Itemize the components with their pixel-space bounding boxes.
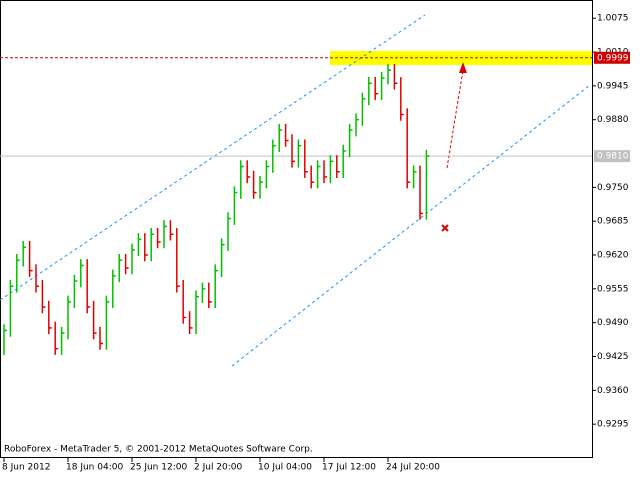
- x-tick-label: 17 Jul 12:00: [322, 463, 376, 473]
- y-tick-label: 0.9750: [597, 183, 629, 193]
- price-label: 0.9810: [597, 152, 629, 162]
- price-label-box: [594, 150, 630, 163]
- y-tick-label: 0.9945: [597, 81, 629, 91]
- y-tick-label: 0.9685: [597, 217, 629, 227]
- y-tick-label: 1.0075: [597, 14, 629, 24]
- y-tick-label: 0.9425: [597, 352, 629, 362]
- channel-lower: [231, 84, 591, 367]
- channel-upper: [0, 14, 426, 301]
- x-tick-label: 24 Jul 20:00: [386, 463, 440, 473]
- x-tick-label: 18 Jun 04:00: [66, 463, 123, 473]
- y-tick-label: 0.9490: [597, 318, 629, 328]
- x-tick-label: 2 Jul 20:00: [194, 463, 243, 473]
- footer: RoboForex - MetaTrader 5, © 2001-2012 Me…: [4, 445, 313, 455]
- x-tick-label: 10 Jul 04:00: [258, 463, 312, 473]
- price-label: 0.9999: [597, 53, 629, 63]
- y-tick-label: 0.9880: [597, 115, 629, 125]
- y-tick-label: 0.9620: [597, 251, 629, 261]
- y-tick-label: 0.9295: [597, 420, 629, 430]
- x-tick-label: 25 Jun 12:00: [130, 463, 187, 473]
- y-tick-label: 0.9555: [597, 284, 629, 294]
- plot-frame: [0, 0, 593, 458]
- price-label-box: [594, 51, 630, 64]
- y-tick-label: 0.9360: [597, 386, 629, 396]
- forecast-arrow-head: [459, 62, 467, 73]
- x-tick-label: 8 Jun 2012: [2, 463, 50, 473]
- forecast-arrow: [446, 69, 464, 169]
- cross-marker: [441, 224, 449, 232]
